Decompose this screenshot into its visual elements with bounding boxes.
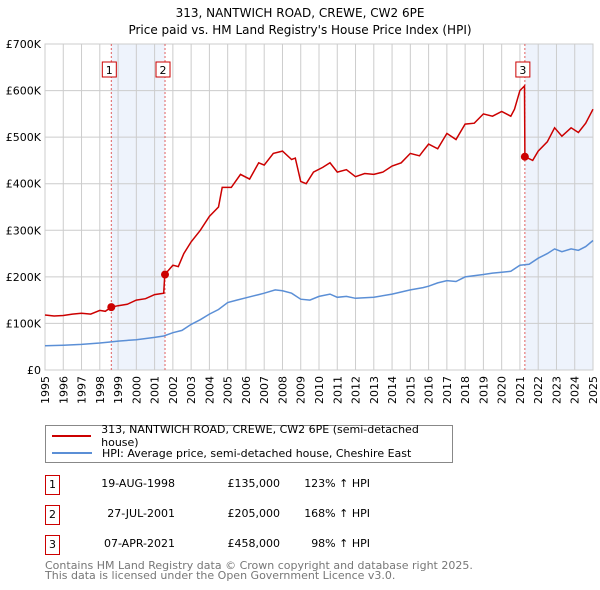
transaction-row: 1 19-AUG-1998 £135,000 123% ↑ HPI bbox=[45, 475, 465, 495]
x-tick-label: 2009 bbox=[295, 376, 308, 404]
x-tick-label: 2008 bbox=[276, 376, 289, 404]
x-tick-label: 2025 bbox=[587, 376, 600, 404]
sale-label-box bbox=[515, 61, 531, 78]
transaction-number: 1 bbox=[45, 475, 60, 495]
x-tick-label: 2007 bbox=[258, 376, 271, 404]
x-tick-label: 1998 bbox=[94, 376, 107, 404]
y-tick-label: £200K bbox=[6, 271, 42, 284]
chart-subtitle: Price paid vs. HM Land Registry's House … bbox=[128, 23, 471, 37]
x-tick-label: 1996 bbox=[57, 376, 70, 404]
footer-licence: This data is licensed under the Open Gov… bbox=[45, 569, 396, 582]
sale-point bbox=[107, 303, 116, 312]
legend-swatch-property bbox=[52, 435, 92, 437]
x-tick-label: 2017 bbox=[441, 376, 454, 404]
y-tick-label: £700K bbox=[6, 38, 42, 51]
x-tick-label: 2022 bbox=[532, 376, 545, 404]
x-tick-label: 1997 bbox=[76, 376, 89, 404]
transaction-row: 3 07-APR-2021 £458,000 98% ↑ HPI bbox=[45, 535, 465, 555]
sale-label: 2 bbox=[160, 64, 167, 77]
sale-label-box bbox=[155, 61, 171, 78]
sale-label: 3 bbox=[519, 64, 526, 77]
x-tick-label: 2014 bbox=[386, 376, 399, 404]
transaction-hpi: 123% ↑ HPI bbox=[304, 477, 370, 490]
x-tick-label: 2005 bbox=[222, 376, 235, 404]
x-tick-label: 2023 bbox=[550, 376, 563, 404]
plot-frame bbox=[44, 43, 594, 371]
legend-label-hpi: HPI: Average price, semi-detached house,… bbox=[102, 446, 412, 460]
x-tick-label: 2015 bbox=[404, 376, 417, 404]
transaction-number: 3 bbox=[45, 535, 60, 555]
transaction-hpi: 98% ↑ HPI bbox=[311, 537, 370, 550]
sale-point bbox=[161, 270, 170, 279]
sale-label: 1 bbox=[106, 64, 113, 77]
x-tick-label: 1995 bbox=[39, 376, 52, 404]
y-tick-label: £100K bbox=[6, 317, 42, 330]
x-tick-label: 2000 bbox=[130, 376, 143, 404]
x-tick-label: 2001 bbox=[149, 376, 162, 404]
price-chart: 313, NANTWICH ROAD, CREWE, CW2 6PE Price… bbox=[6, 6, 600, 404]
y-tick-label: £0 bbox=[27, 364, 41, 377]
sale-label-box bbox=[101, 61, 117, 78]
sale-point bbox=[520, 152, 529, 161]
chart-title: 313, NANTWICH ROAD, CREWE, CW2 6PE bbox=[176, 6, 425, 20]
x-tick-label: 2006 bbox=[240, 376, 253, 404]
y-tick-label: £400K bbox=[6, 178, 42, 191]
x-tick-label: 2024 bbox=[569, 376, 582, 404]
y-tick-label: £300K bbox=[6, 224, 42, 237]
x-tick-label: 2010 bbox=[313, 376, 326, 404]
footer-copyright: Contains HM Land Registry data © Crown c… bbox=[45, 559, 473, 572]
transaction-price: £135,000 bbox=[227, 477, 281, 490]
transaction-date: 19-AUG-1998 bbox=[101, 477, 175, 490]
transaction-number: 2 bbox=[45, 505, 60, 525]
x-tick-label: 2016 bbox=[423, 376, 436, 404]
x-tick-label: 2003 bbox=[185, 376, 198, 404]
transaction-price: £205,000 bbox=[227, 507, 281, 520]
transaction-hpi: 168% ↑ HPI bbox=[304, 507, 370, 520]
x-tick-label: 2019 bbox=[477, 376, 490, 404]
legend-label-property: 313, NANTWICH ROAD, CREWE, CW2 6PE (semi… bbox=[101, 423, 419, 449]
x-tick-label: 2018 bbox=[459, 376, 472, 404]
legend-item-property: 313, NANTWICH ROAD, CREWE, CW2 6PE (semi… bbox=[46, 423, 452, 449]
transaction-date: 27-JUL-2001 bbox=[107, 507, 175, 520]
hpi-line bbox=[44, 239, 594, 347]
x-tick-label: 2011 bbox=[331, 376, 344, 404]
shaded-period bbox=[524, 44, 593, 370]
y-tick-label: £500K bbox=[6, 131, 42, 144]
property-price-line bbox=[44, 84, 594, 317]
legend-swatch-hpi bbox=[52, 452, 92, 454]
x-tick-label: 1999 bbox=[112, 376, 125, 404]
transaction-date: 07-APR-2021 bbox=[103, 537, 175, 550]
legend-item-hpi: HPI: Average price, semi-detached house,… bbox=[46, 445, 411, 461]
y-tick-label: £600K bbox=[6, 85, 42, 98]
transaction-price: £458,000 bbox=[227, 537, 281, 550]
x-tick-label: 2012 bbox=[350, 376, 363, 404]
x-tick-label: 2021 bbox=[514, 376, 527, 404]
legend: 313, NANTWICH ROAD, CREWE, CW2 6PE (semi… bbox=[45, 423, 453, 463]
x-tick-label: 2020 bbox=[496, 376, 509, 404]
transaction-row: 2 27-JUL-2001 £205,000 168% ↑ HPI bbox=[45, 505, 465, 525]
x-tick-label: 2004 bbox=[203, 376, 216, 404]
x-tick-label: 2002 bbox=[167, 376, 180, 404]
x-tick-label: 2013 bbox=[368, 376, 381, 404]
shaded-period bbox=[111, 44, 166, 370]
